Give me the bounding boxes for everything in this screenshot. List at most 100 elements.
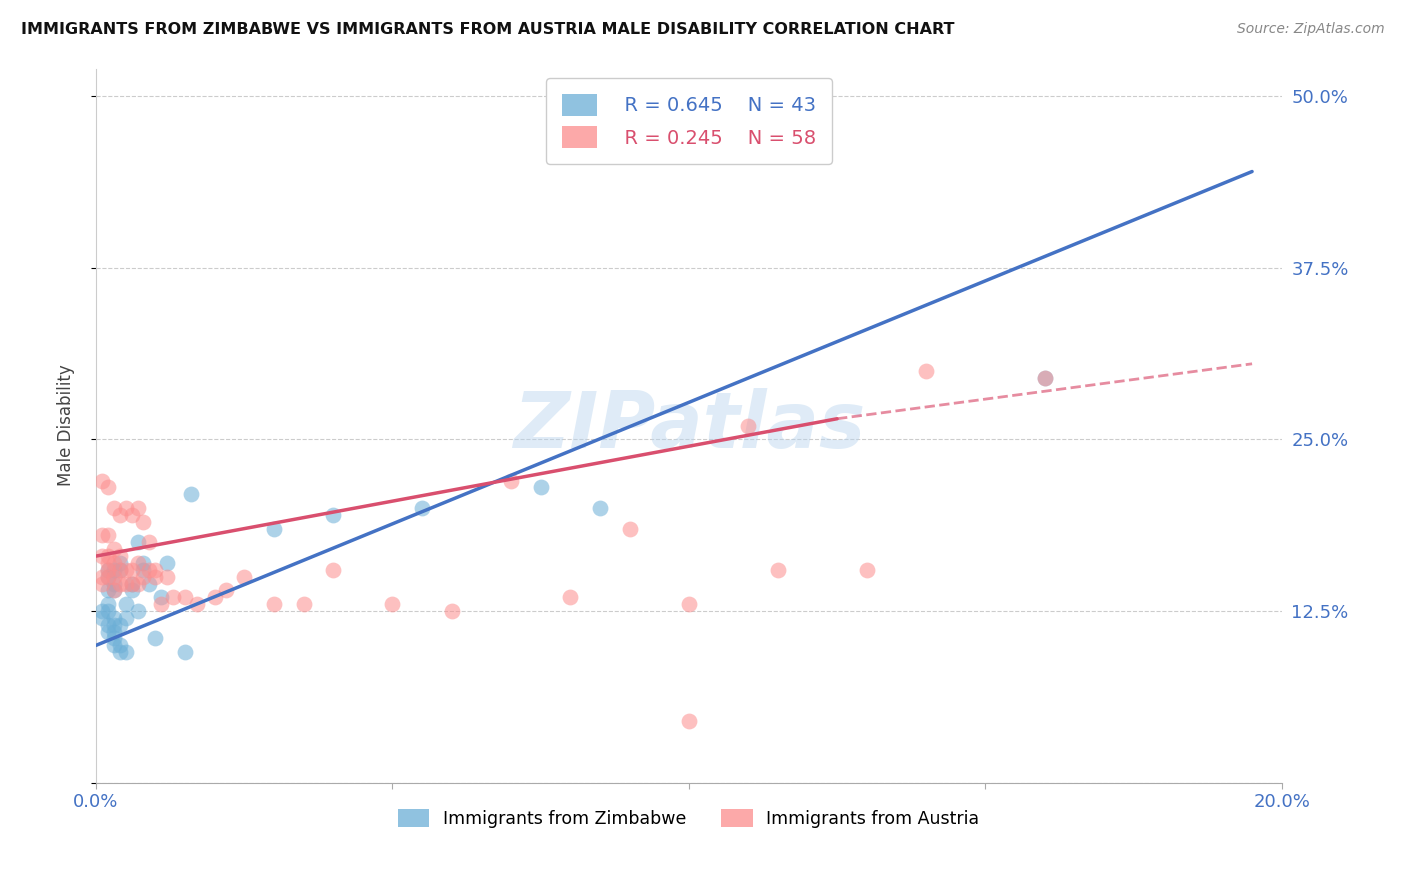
Point: [103, 576, 125, 591]
Point: [150, 597, 173, 611]
Point: [108, 638, 131, 652]
Point: [1033, 370, 1056, 384]
Point: [91, 549, 114, 563]
Point: [103, 556, 125, 570]
Point: [97, 563, 120, 577]
Point: [108, 508, 131, 522]
Point: [97, 604, 120, 618]
Point: [127, 501, 149, 516]
Point: [103, 617, 125, 632]
Point: [855, 563, 877, 577]
Point: [619, 522, 641, 536]
Point: [121, 576, 143, 591]
Point: [114, 597, 136, 611]
Point: [114, 611, 136, 625]
Point: [915, 364, 938, 378]
Point: [97, 597, 120, 611]
Point: [91, 528, 114, 542]
Point: [97, 570, 120, 584]
Point: [186, 597, 208, 611]
Point: [132, 570, 155, 584]
Point: [108, 556, 131, 570]
Point: [103, 624, 125, 639]
Point: [108, 617, 131, 632]
Point: [678, 714, 700, 728]
Point: [127, 556, 149, 570]
Point: [97, 624, 120, 639]
Y-axis label: Male Disability: Male Disability: [58, 365, 75, 486]
Point: [138, 576, 160, 591]
Point: [263, 597, 285, 611]
Point: [143, 632, 166, 646]
Point: [174, 591, 197, 605]
Point: [114, 645, 136, 659]
Point: [127, 535, 149, 549]
Point: [174, 645, 197, 659]
Point: [560, 591, 582, 605]
Point: [91, 474, 114, 488]
Point: [103, 611, 125, 625]
Point: [322, 508, 344, 522]
Point: [103, 632, 125, 646]
Point: [143, 563, 166, 577]
Point: [530, 480, 553, 494]
Point: [678, 597, 700, 611]
Point: [132, 563, 155, 577]
Point: [91, 604, 114, 618]
Point: [97, 556, 120, 570]
Point: [1033, 370, 1056, 384]
Point: [97, 480, 120, 494]
Point: [215, 583, 238, 598]
Point: [121, 576, 143, 591]
Point: [156, 556, 179, 570]
Point: [121, 563, 143, 577]
Point: [766, 563, 789, 577]
Point: [499, 474, 522, 488]
Point: [114, 576, 136, 591]
Point: [91, 611, 114, 625]
Text: Source: ZipAtlas.com: Source: ZipAtlas.com: [1237, 22, 1385, 37]
Point: [121, 508, 143, 522]
Point: [103, 563, 125, 577]
Point: [263, 522, 285, 536]
Point: [97, 583, 120, 598]
Point: [103, 570, 125, 584]
Point: [114, 501, 136, 516]
Point: [103, 583, 125, 598]
Point: [132, 515, 155, 529]
Point: [322, 563, 344, 577]
Point: [103, 583, 125, 598]
Point: [180, 487, 202, 501]
Point: [97, 617, 120, 632]
Point: [138, 535, 160, 549]
Point: [156, 570, 179, 584]
Point: [108, 576, 131, 591]
Point: [127, 576, 149, 591]
Point: [103, 542, 125, 557]
Point: [108, 563, 131, 577]
Point: [204, 591, 226, 605]
Legend: Immigrants from Zimbabwe, Immigrants from Austria: Immigrants from Zimbabwe, Immigrants fro…: [391, 802, 987, 835]
Point: [737, 418, 759, 433]
Point: [91, 576, 114, 591]
Point: [233, 570, 256, 584]
Point: [97, 570, 120, 584]
Point: [103, 638, 125, 652]
Point: [114, 563, 136, 577]
Point: [143, 570, 166, 584]
Point: [138, 563, 160, 577]
Point: [411, 501, 433, 516]
Point: [97, 528, 120, 542]
Point: [108, 563, 131, 577]
Text: ZIPatlas: ZIPatlas: [513, 388, 865, 464]
Point: [97, 549, 120, 563]
Point: [162, 591, 184, 605]
Point: [440, 604, 463, 618]
Point: [127, 604, 149, 618]
Point: [103, 501, 125, 516]
Point: [121, 583, 143, 598]
Point: [108, 645, 131, 659]
Point: [132, 556, 155, 570]
Text: IMMIGRANTS FROM ZIMBABWE VS IMMIGRANTS FROM AUSTRIA MALE DISABILITY CORRELATION : IMMIGRANTS FROM ZIMBABWE VS IMMIGRANTS F…: [21, 22, 955, 37]
Point: [292, 597, 315, 611]
